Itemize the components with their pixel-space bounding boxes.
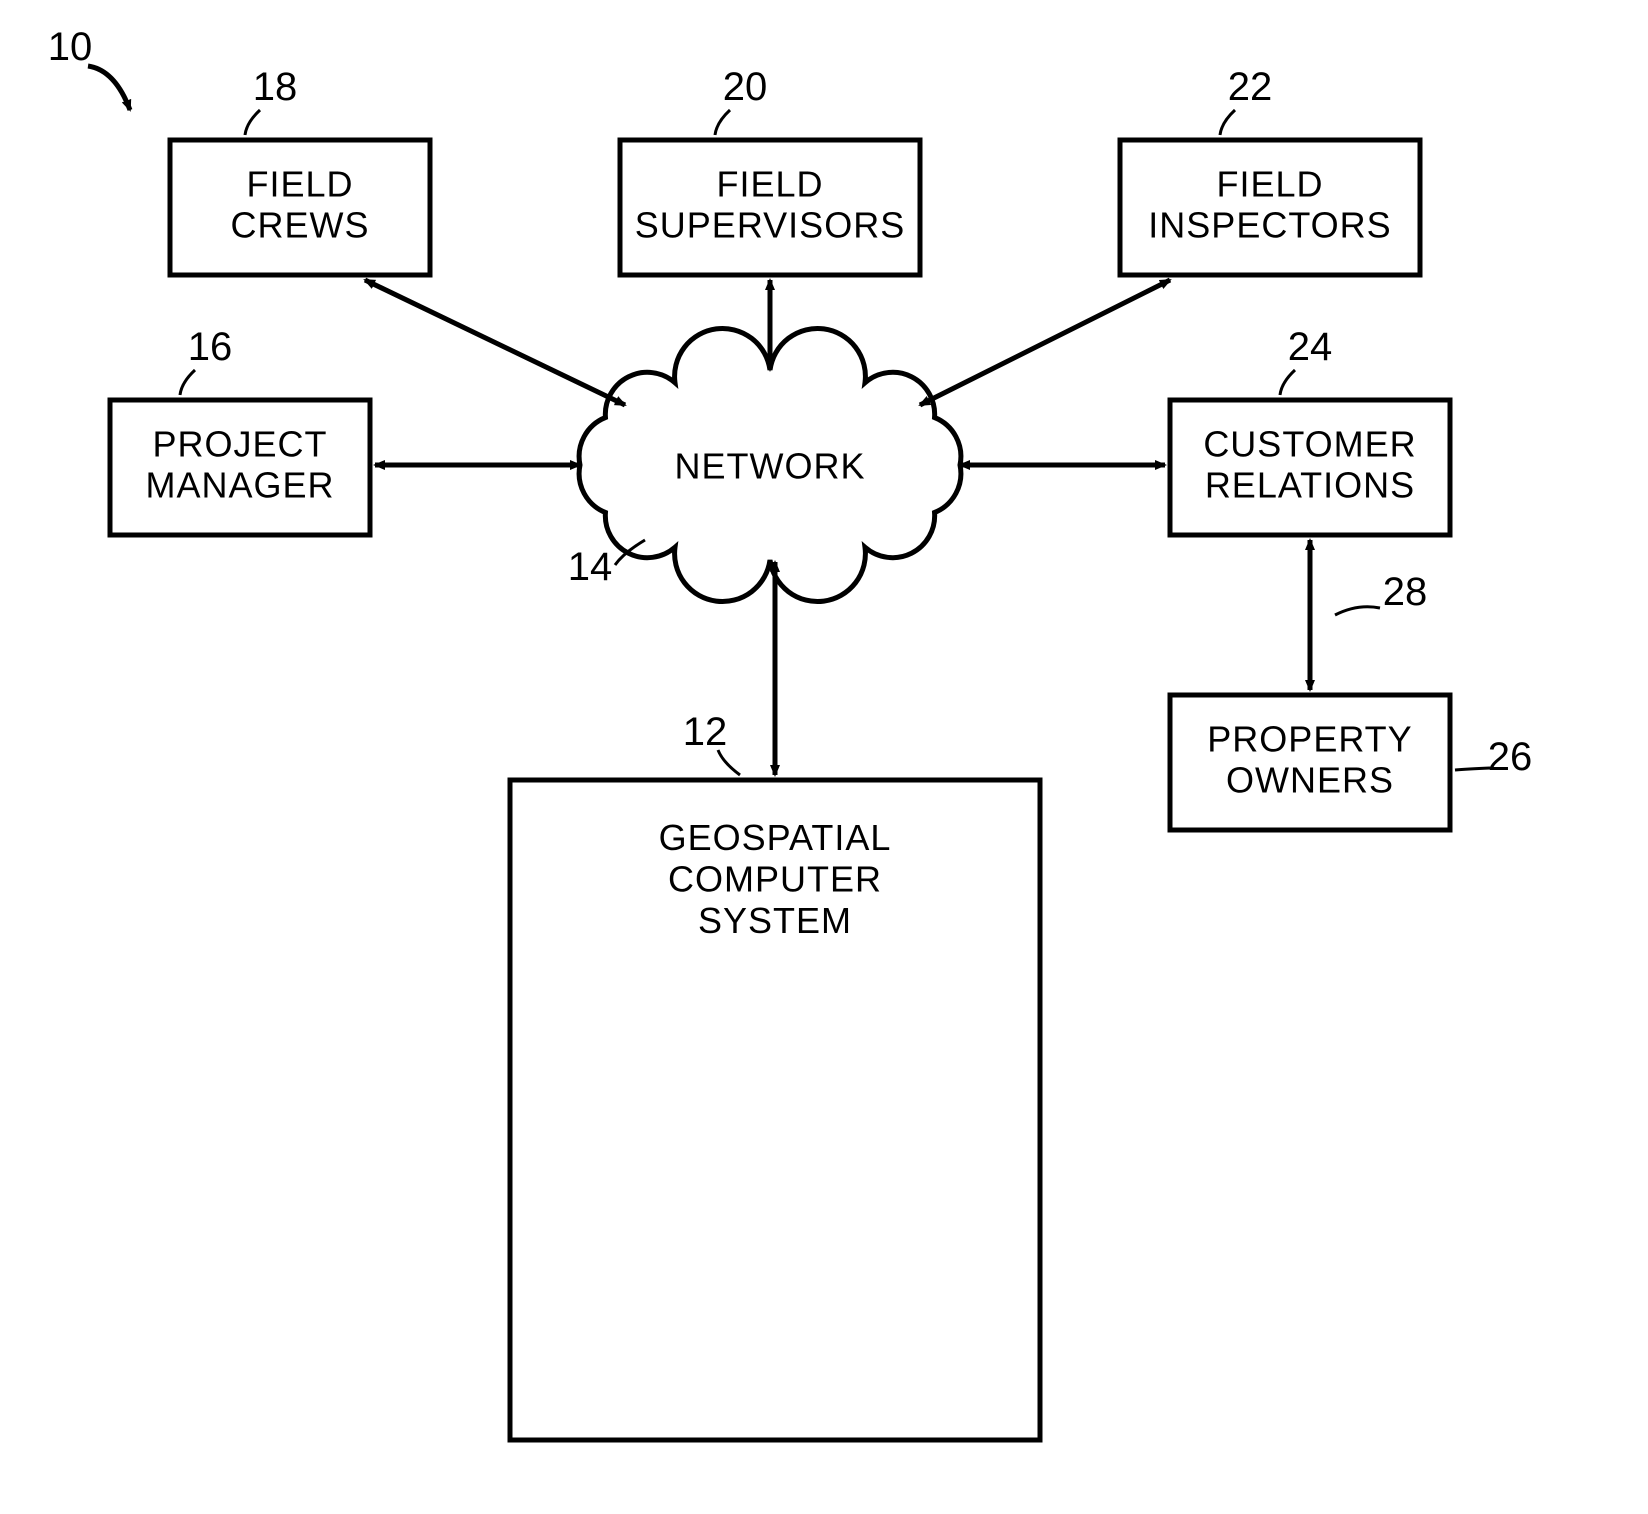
node-refnum-field-supervisors: 20 <box>723 65 768 109</box>
node-label-geospatial-system-0: GEOSPATIAL <box>659 817 892 858</box>
node-label-project-manager-1: MANAGER <box>145 465 334 506</box>
node-label-property-owners-1: OWNERS <box>1226 760 1394 801</box>
node-refnum-property-owners: 26 <box>1488 735 1533 779</box>
node-field-supervisors: FIELDSUPERVISORS 20 <box>620 65 920 275</box>
edge-e-cr-po: 28 <box>1310 540 1427 690</box>
node-label-geospatial-system-2: SYSTEM <box>698 900 852 941</box>
node-label-geospatial-system-1: COMPUTER <box>668 859 882 900</box>
node-geospatial-system: GEOSPATIALCOMPUTERSYSTEM 12 <box>510 710 1040 1440</box>
node-label-field-supervisors-1: SUPERVISORS <box>635 205 905 246</box>
node-label-customer-relations-1: RELATIONS <box>1205 465 1415 506</box>
edge-e-crews-net <box>365 280 625 405</box>
node-label-field-crews-1: CREWS <box>231 205 370 246</box>
node-customer-relations: CUSTOMERRELATIONS 24 <box>1170 325 1450 535</box>
diagram-ref: 10 <box>48 25 130 110</box>
edge-refnum-e-cr-po: 28 <box>1383 570 1428 614</box>
diagram-refnum: 10 <box>48 25 93 69</box>
network-label: NETWORK <box>675 446 866 487</box>
node-label-field-crews-0: FIELD <box>246 163 353 204</box>
node-refnum-field-inspectors: 22 <box>1228 65 1273 109</box>
node-field-inspectors: FIELDINSPECTORS 22 <box>1120 65 1420 275</box>
network-cloud: NETWORK 14 <box>568 328 961 601</box>
node-label-project-manager-0: PROJECT <box>152 423 327 464</box>
node-label-field-inspectors-0: FIELD <box>1216 163 1323 204</box>
node-refnum-customer-relations: 24 <box>1288 325 1333 369</box>
node-project-manager: PROJECTMANAGER 16 <box>110 325 370 535</box>
node-label-field-inspectors-1: INSPECTORS <box>1148 205 1391 246</box>
node-label-field-supervisors-0: FIELD <box>716 163 823 204</box>
node-label-property-owners-0: PROPERTY <box>1207 718 1412 759</box>
edge-e-inspectors-net <box>920 280 1170 405</box>
node-property-owners: PROPERTYOWNERS 26 <box>1170 695 1532 830</box>
node-label-customer-relations-0: CUSTOMER <box>1203 423 1416 464</box>
node-refnum-geospatial-system: 12 <box>683 710 728 754</box>
node-refnum-project-manager: 16 <box>188 325 233 369</box>
node-refnum-field-crews: 18 <box>253 65 298 109</box>
node-field-crews: FIELDCREWS 18 <box>170 65 430 275</box>
network-refnum: 14 <box>568 545 613 589</box>
